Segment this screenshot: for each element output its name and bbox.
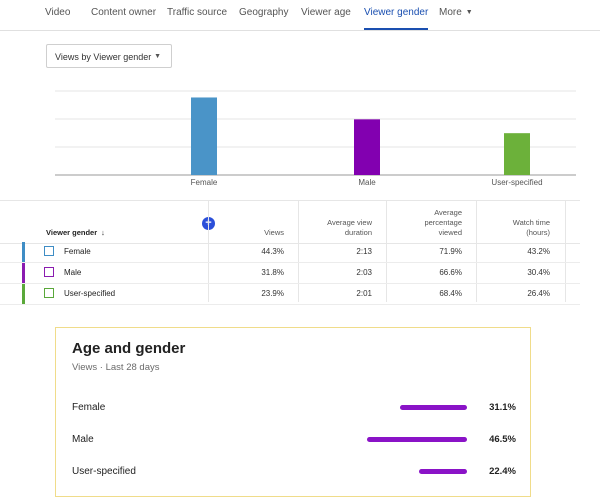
header-viewer-gender[interactable]: Viewer gender ↓ <box>46 228 105 238</box>
column-divider <box>208 200 209 302</box>
table-row-female[interactable]: Female 44.3% 2:13 71.9% 43.2% <box>0 242 580 263</box>
tab-more-label: More <box>439 7 462 18</box>
row-color-indicator <box>22 242 25 262</box>
chart-metric-dropdown[interactable]: Views by Viewer gender ▼ <box>46 44 172 68</box>
cell-watch-time: 43.2% <box>527 247 550 256</box>
chart-x-label: User-specified <box>491 178 542 187</box>
header-watch-time[interactable]: Watch time (hours) <box>512 218 550 237</box>
gender-bar-chart: Female Male User-specified <box>55 90 576 187</box>
series-toggle-checkbox[interactable] <box>44 288 54 298</box>
card-row-label: Female <box>72 402 106 413</box>
cell-avg-pct: 66.6% <box>439 268 462 277</box>
card-row-bar <box>418 469 467 474</box>
cell-avg-duration: 2:03 <box>356 268 372 277</box>
cell-avg-pct: 71.9% <box>439 247 462 256</box>
chart-x-label: Female <box>191 178 218 187</box>
chart-bars <box>191 97 530 175</box>
gender-table: Viewer gender↓ + Views Average view dura… <box>0 200 600 306</box>
cell-watch-time: 26.4% <box>527 289 550 298</box>
row-label: Female <box>64 247 91 256</box>
cell-avg-duration: 2:13 <box>356 247 372 256</box>
cell-avg-duration: 2:01 <box>356 289 372 298</box>
tab-viewer-age[interactable]: Viewer age <box>301 7 351 18</box>
header-avg-view-duration[interactable]: Average view duration <box>327 218 372 237</box>
card-subtitle: Views · Last 28 days <box>72 362 160 373</box>
column-divider <box>386 200 387 302</box>
card-row-label: Male <box>72 434 94 445</box>
column-divider <box>476 200 477 302</box>
chart-bar-male[interactable] <box>354 119 380 175</box>
sort-down-arrow-icon: ↓ <box>101 228 105 237</box>
table-header: Viewer gender↓ + Views Average view dura… <box>0 200 580 244</box>
series-toggle-checkbox[interactable] <box>44 267 54 277</box>
row-label: User-specified <box>64 289 116 298</box>
tab-viewer-gender[interactable]: Viewer gender <box>364 0 429 30</box>
card-row-value: 31.1% <box>489 402 516 413</box>
age-gender-card: Age and gender Views · Last 28 days Fema… <box>55 327 531 497</box>
column-divider <box>298 200 299 302</box>
analytics-tabs: Video Content owner Traffic source Geogr… <box>0 0 600 31</box>
tab-video[interactable]: Video <box>45 7 71 18</box>
row-color-indicator <box>22 284 25 304</box>
tab-content-owner[interactable]: Content owner <box>91 7 157 18</box>
card-row-male: Male 46.5% <box>56 432 532 448</box>
header-viewer-gender-label: Viewer gender <box>46 228 98 237</box>
header-views[interactable]: Views <box>264 228 284 237</box>
caret-down-icon: ▼ <box>465 9 473 16</box>
card-row-label: User-specified <box>72 466 136 477</box>
card-title: Age and gender <box>72 340 186 357</box>
cell-avg-pct: 68.4% <box>439 289 462 298</box>
chart-x-labels: Female Male User-specified <box>191 178 543 187</box>
table-row-user-specified[interactable]: User-specified 23.9% 2:01 68.4% 26.4% <box>0 284 580 305</box>
dropdown-arrow-icon: ▼ <box>154 53 161 60</box>
chart-x-label: Male <box>358 178 376 187</box>
card-row-bar <box>367 437 467 442</box>
cell-views: 31.8% <box>261 268 284 277</box>
cell-views: 23.9% <box>261 289 284 298</box>
header-avg-percentage-viewed[interactable]: Average percentage viewed <box>424 208 462 237</box>
series-toggle-checkbox[interactable] <box>44 246 54 256</box>
chart-bar-user-specified[interactable] <box>504 133 530 175</box>
table-row-male[interactable]: Male 31.8% 2:03 66.6% 30.4% <box>0 263 580 284</box>
row-label: Male <box>64 268 82 277</box>
card-row-female: Female 31.1% <box>56 400 532 416</box>
chart-bar-female[interactable] <box>191 97 217 175</box>
column-divider <box>565 200 566 302</box>
row-color-indicator <box>22 263 25 283</box>
chart-grid <box>55 90 576 176</box>
cell-views: 44.3% <box>261 247 284 256</box>
dropdown-label: Views by Viewer gender <box>55 52 152 62</box>
card-row-value: 46.5% <box>489 434 516 445</box>
card-row-user-specified: User-specified 22.4% <box>56 464 532 480</box>
card-row-value: 22.4% <box>489 466 516 477</box>
tab-geography[interactable]: Geography <box>239 7 289 18</box>
tab-more[interactable]: More ▼ <box>439 0 473 28</box>
card-row-bar <box>400 405 467 410</box>
cell-watch-time: 30.4% <box>527 268 550 277</box>
tab-traffic-source[interactable]: Traffic source <box>167 7 228 18</box>
